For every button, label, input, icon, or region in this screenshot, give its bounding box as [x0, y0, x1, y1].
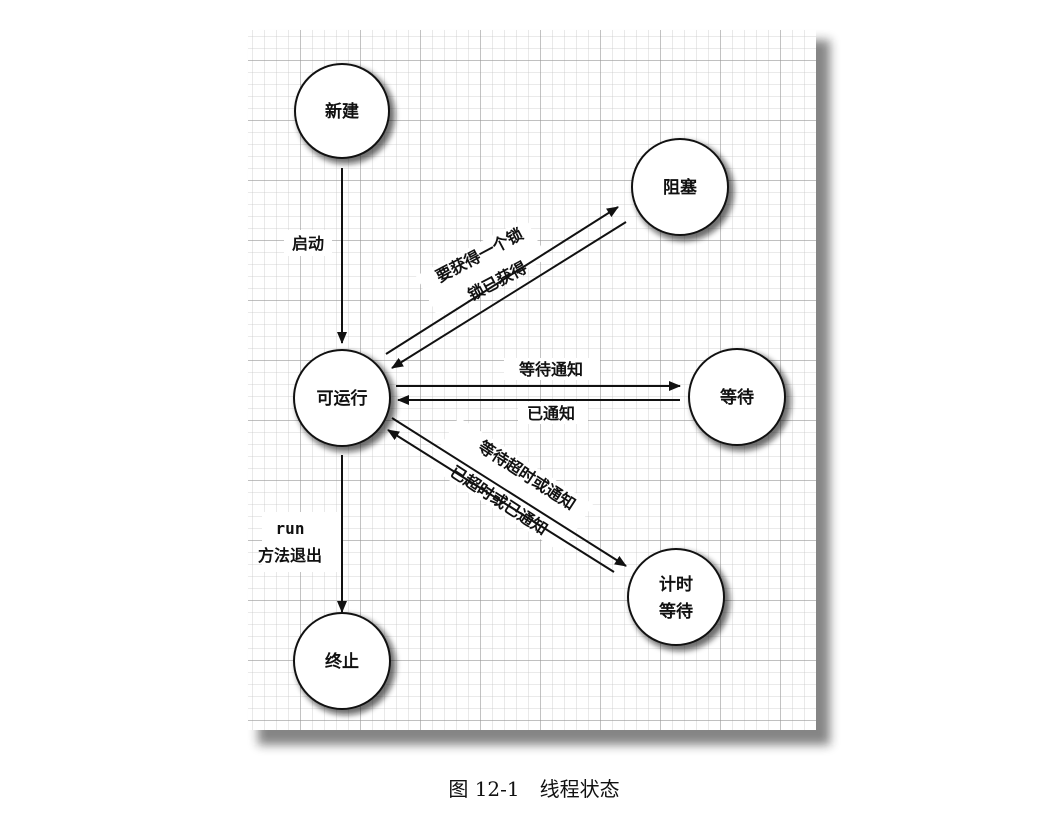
arrow-runnable-to-timed-waiting	[391, 417, 627, 567]
node-blocked: 阻塞	[631, 138, 734, 241]
node-timed-waiting-label-line2: 等待	[659, 601, 693, 622]
arrow-timed-waiting-to-runnable	[387, 429, 615, 573]
node-waiting: 等待	[688, 348, 791, 451]
arrow-runnable-to-blocked	[385, 206, 619, 355]
node-new-label: 新建	[325, 101, 359, 122]
node-runnable-label: 可运行	[317, 388, 368, 409]
node-terminated-label: 终止	[325, 651, 359, 672]
node-blocked-label: 阻塞	[663, 177, 698, 198]
edge-label-start: 启动	[292, 234, 324, 253]
edge-label-run: run	[276, 519, 305, 538]
node-runnable: 可运行	[293, 349, 396, 452]
figure-caption: 图 12-1 线程状态	[448, 777, 619, 801]
edge-label-notified: 已通知	[527, 404, 575, 423]
node-terminated: 终止	[293, 612, 396, 715]
node-waiting-label: 等待	[720, 387, 754, 408]
edge-label-wait-notify: 等待通知	[518, 360, 583, 379]
arrow-blocked-to-runnable	[391, 221, 627, 369]
node-new: 新建	[294, 63, 395, 164]
node-timed-waiting: 计时 等待	[627, 548, 730, 651]
node-timed-waiting-label-line1: 计时	[659, 574, 693, 595]
transition-arrows	[337, 168, 681, 613]
edge-label-method-exit: 方法退出	[258, 546, 322, 565]
